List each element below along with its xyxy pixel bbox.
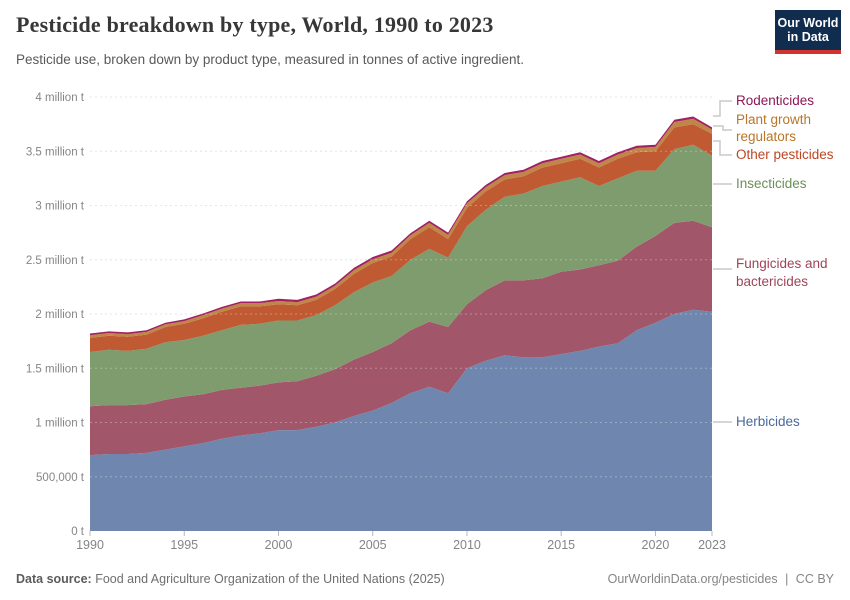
y-axis: 0 t 500,000 t 1 million t 1.5 million t 2 mi… bbox=[26, 92, 85, 538]
area-fungicides_bactericides[interactable] bbox=[90, 220, 712, 456]
y-tick-label: 0 t bbox=[71, 526, 85, 538]
chart-subtitle: Pesticide use, broken down by product ty… bbox=[16, 52, 525, 67]
page-title: Pesticide breakdown by type, World, 1990… bbox=[16, 12, 494, 37]
gridlines-overlay bbox=[90, 96, 712, 478]
area-other_pesticides[interactable] bbox=[90, 124, 712, 352]
area-insecticides[interactable] bbox=[90, 144, 712, 407]
y-tick-label: 4 million t bbox=[35, 92, 84, 104]
legend-label-other_pesticides[interactable]: Other pesticides bbox=[736, 147, 834, 162]
legend-connector-other_pesticides bbox=[713, 140, 732, 156]
x-tick-label: 2000 bbox=[265, 538, 293, 552]
y-tick-label: 3 million t bbox=[35, 201, 84, 213]
x-tick-label: 2005 bbox=[359, 538, 387, 552]
attribution: OurWorldinData.org/pesticides | CC BY bbox=[608, 572, 834, 586]
y-tick-label: 3.5 million t bbox=[26, 146, 85, 158]
license-label[interactable]: CC BY bbox=[795, 572, 834, 586]
area-series-group bbox=[90, 116, 712, 531]
y-tick-label: 1 million t bbox=[35, 418, 84, 430]
chart-footer: Data source: Food and Agriculture Organi… bbox=[16, 572, 834, 586]
x-tick-label: 2010 bbox=[453, 538, 481, 552]
data-source: Data source: Food and Agriculture Organi… bbox=[16, 572, 445, 586]
x-axis: 1990 1995 2000 2005 2010 2015 2020 2023 bbox=[76, 531, 726, 552]
y-tick-label: 2.5 million t bbox=[26, 255, 85, 267]
x-tick-label: 1995 bbox=[170, 538, 198, 552]
legend-label-fungicides_bactericides[interactable]: Fungicides and bbox=[736, 256, 828, 271]
owid-logo-line1: Our World bbox=[777, 16, 839, 30]
legend-label-herbicides[interactable]: Herbicides bbox=[736, 414, 800, 429]
legend-label-fungicides_bactericides[interactable]: bactericides bbox=[736, 274, 808, 289]
y-tick-label: 500,000 t bbox=[36, 472, 85, 484]
attribution-separator: | bbox=[785, 572, 789, 586]
y-tick-label: 2 million t bbox=[35, 309, 84, 321]
legend-connector-plant_growth_regulators bbox=[713, 125, 732, 131]
x-tick-label: 1990 bbox=[76, 538, 104, 552]
legend-label-plant_growth_regulators[interactable]: regulators bbox=[736, 129, 796, 144]
x-tick-label: 2020 bbox=[642, 538, 670, 552]
owid-logo[interactable]: Our World in Data bbox=[775, 10, 841, 54]
area-herbicides[interactable] bbox=[90, 309, 712, 531]
owid-url-link[interactable]: OurWorldinData.org/pesticides bbox=[607, 572, 778, 586]
legend-label-rodenticides[interactable]: Rodenticides bbox=[736, 93, 814, 108]
legend-label-plant_growth_regulators[interactable]: Plant growth bbox=[736, 112, 811, 127]
legend-connector-rodenticides bbox=[713, 100, 732, 117]
x-tick-label: 2023 bbox=[698, 538, 726, 552]
x-tick-label: 2015 bbox=[547, 538, 575, 552]
legend: Herbicides Fungicides and bactericides Inse… bbox=[713, 93, 834, 429]
data-source-label: Data source: bbox=[16, 572, 92, 586]
owid-logo-line2: in Data bbox=[787, 30, 829, 45]
legend-label-insecticides[interactable]: Insecticides bbox=[736, 176, 807, 191]
y-tick-label: 1.5 million t bbox=[26, 363, 85, 375]
data-source-text: Food and Agriculture Organization of the… bbox=[91, 572, 445, 586]
